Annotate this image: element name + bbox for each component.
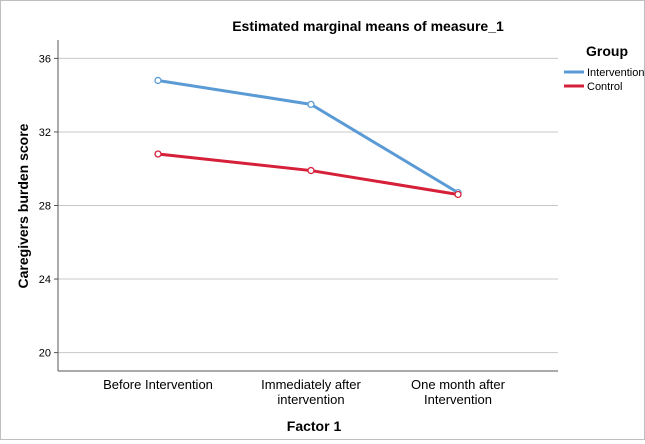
legend-title: Group (586, 43, 628, 59)
series-line-intervention (158, 80, 458, 192)
y-tick-label: 20 (39, 348, 51, 360)
data-point-control (155, 151, 161, 157)
y-tick-label: 36 (39, 53, 51, 65)
legend: Intervention Control (564, 67, 644, 93)
data-point-control (455, 191, 461, 197)
chart-title: Estimated marginal means of measure_1 (232, 18, 504, 34)
x-tick-label: Before Intervention (103, 377, 213, 392)
data-point-intervention (155, 77, 161, 83)
series-layer (155, 77, 461, 197)
series-line-control (158, 154, 458, 194)
x-axis-label: Factor 1 (287, 418, 342, 434)
y-tick-label: 32 (39, 127, 51, 139)
y-axis-label: Caregivers burden score (15, 123, 31, 288)
x-tick-label-line: Before Intervention (103, 377, 213, 392)
x-tick-label: Immediately after intervention (261, 377, 361, 407)
data-point-control (308, 168, 314, 174)
x-tick-label-line: Immediately after (261, 377, 361, 392)
legend-label-control: Control (587, 81, 622, 93)
text-layer: Estimated marginal means of measure_1 Fa… (15, 18, 628, 434)
x-tick-label: One month after Intervention (411, 377, 506, 407)
x-tick-label-line: One month after (411, 377, 506, 392)
y-tick-label: 28 (39, 201, 51, 213)
x-tick-label-line: Intervention (424, 392, 492, 407)
x-tick-label-line: intervention (277, 392, 344, 407)
y-tick-label: 24 (39, 274, 51, 286)
legend-label-intervention: Intervention (587, 67, 644, 79)
data-point-intervention (308, 101, 314, 107)
